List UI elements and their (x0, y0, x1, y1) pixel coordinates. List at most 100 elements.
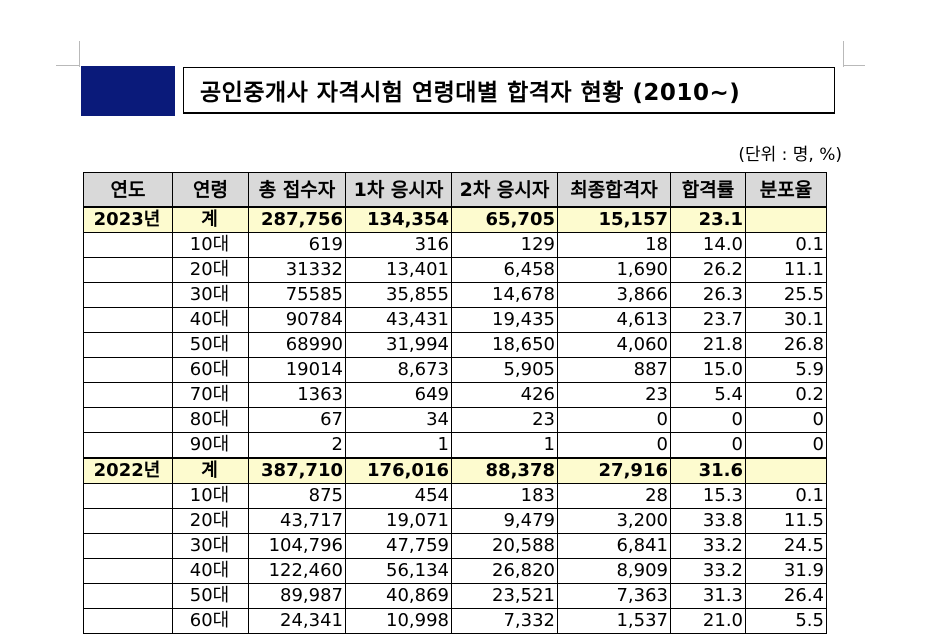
value-cell: 33.2 (670, 533, 746, 559)
year-cell-empty (83, 357, 173, 383)
value-cell: 31332 (248, 257, 346, 283)
value-cell: 104,796 (248, 533, 346, 559)
table-row: 20대 31332 13,401 6,458 1,690 26.2 11.1 (83, 257, 827, 283)
crop-mark-top-left-horizontal (56, 65, 80, 66)
value-cell: 23 (451, 407, 558, 433)
value-cell: 134,354 (345, 206, 452, 233)
age-group-cell: 40대 (172, 307, 249, 333)
value-cell (745, 457, 827, 484)
value-cell: 6,458 (451, 257, 558, 283)
value-cell: 9,479 (451, 508, 558, 534)
value-cell: 47,759 (345, 533, 452, 559)
table-row: 20대 43,717 19,071 9,479 3,200 33.8 11.5 (83, 508, 827, 534)
value-cell: 40,869 (345, 583, 452, 609)
value-cell: 0 (670, 407, 746, 433)
value-cell: 89,987 (248, 583, 346, 609)
value-cell: 619 (248, 232, 346, 258)
age-group-cell: 90대 (172, 432, 249, 459)
value-cell: 26.4 (745, 583, 827, 609)
age-group-cell: 계 (172, 457, 249, 484)
value-cell: 183 (451, 483, 558, 509)
value-cell: 20,588 (451, 533, 558, 559)
age-group-cell: 20대 (172, 257, 249, 283)
value-cell: 0.1 (745, 483, 827, 509)
year-cell-empty (83, 608, 173, 634)
value-cell: 31,994 (345, 332, 452, 358)
year-cell: 2023년 (83, 206, 173, 233)
value-cell: 43,717 (248, 508, 346, 534)
value-cell: 0 (670, 432, 746, 459)
age-group-cell: 10대 (172, 232, 249, 258)
value-cell: 56,134 (345, 558, 452, 584)
table-row: 50대 68990 31,994 18,650 4,060 21.8 26.8 (83, 332, 827, 358)
value-cell: 7,332 (451, 608, 558, 634)
age-group-cell: 70대 (172, 382, 249, 408)
value-cell: 3,866 (557, 282, 671, 308)
value-cell: 1 (345, 432, 452, 459)
value-cell: 454 (345, 483, 452, 509)
year-cell-empty (83, 432, 173, 459)
value-cell: 19,435 (451, 307, 558, 333)
table-row: 30대 75585 35,855 14,678 3,866 26.3 25.5 (83, 282, 827, 308)
value-cell: 26,820 (451, 558, 558, 584)
value-cell: 34 (345, 407, 452, 433)
value-cell: 129 (451, 232, 558, 258)
value-cell: 15,157 (557, 206, 671, 233)
value-cell: 1,690 (557, 257, 671, 283)
col-header-final-passers: 최종합격자 (557, 172, 671, 208)
value-cell: 23,521 (451, 583, 558, 609)
value-cell: 21.8 (670, 332, 746, 358)
value-cell: 11.5 (745, 508, 827, 534)
value-cell: 0 (745, 432, 827, 459)
value-cell: 14,678 (451, 282, 558, 308)
year-cell-empty (83, 483, 173, 509)
year-cell-empty (83, 407, 173, 433)
value-cell: 26.2 (670, 257, 746, 283)
value-cell: 0 (745, 407, 827, 433)
value-cell: 19014 (248, 357, 346, 383)
value-cell: 67 (248, 407, 346, 433)
value-cell: 28 (557, 483, 671, 509)
value-cell: 27,916 (557, 457, 671, 484)
unit-note: (단위 : 명, %) (738, 145, 842, 165)
col-header-distribution: 분포율 (745, 172, 827, 208)
table-header-row: 연도 연령 총 접수자 1차 응시자 2차 응시자 최종합격자 합격률 분포율 (83, 172, 827, 208)
value-cell: 2 (248, 432, 346, 459)
value-cell: 287,756 (248, 206, 346, 233)
document-title-text: 공인중개사 자격시험 연령대별 합격자 현황 (2010~) (200, 80, 741, 106)
table-row: 60대 19014 8,673 5,905 887 15.0 5.9 (83, 357, 827, 383)
col-header-total-applicants: 총 접수자 (248, 172, 346, 208)
value-cell: 25.5 (745, 282, 827, 308)
value-cell: 23 (557, 382, 671, 408)
age-group-cell: 계 (172, 206, 249, 233)
value-cell: 10,998 (345, 608, 452, 634)
table-total-row: 2023년 계 287,756 134,354 65,705 15,157 23.1 (83, 206, 827, 233)
value-cell: 4,613 (557, 307, 671, 333)
age-group-cell: 40대 (172, 558, 249, 584)
table-row: 60대 24,341 10,998 7,332 1,537 21.0 5.5 (83, 608, 827, 634)
age-group-cell: 50대 (172, 583, 249, 609)
year-cell-empty (83, 583, 173, 609)
value-cell: 0 (557, 432, 671, 459)
value-cell: 8,909 (557, 558, 671, 584)
value-cell: 26.3 (670, 282, 746, 308)
table-row: 40대 122,460 56,134 26,820 8,909 33.2 31.9 (83, 558, 827, 584)
crop-mark-top-right-horizontal (843, 65, 865, 66)
table-total-row: 2022년 계 387,710 176,016 88,378 27,916 31.6 (83, 457, 827, 484)
value-cell: 3,200 (557, 508, 671, 534)
value-cell: 887 (557, 357, 671, 383)
value-cell: 24.5 (745, 533, 827, 559)
value-cell: 875 (248, 483, 346, 509)
value-cell: 30.1 (745, 307, 827, 333)
value-cell: 14.0 (670, 232, 746, 258)
value-cell: 68990 (248, 332, 346, 358)
value-cell: 19,071 (345, 508, 452, 534)
value-cell: 90784 (248, 307, 346, 333)
value-cell: 5.4 (670, 382, 746, 408)
table-body: 2023년 계 287,756 134,354 65,705 15,157 23.1 10대 6… (83, 206, 827, 634)
value-cell: 24,341 (248, 608, 346, 634)
value-cell: 88,378 (451, 457, 558, 484)
year-cell-empty (83, 257, 173, 283)
year-cell-empty (83, 382, 173, 408)
value-cell: 426 (451, 382, 558, 408)
